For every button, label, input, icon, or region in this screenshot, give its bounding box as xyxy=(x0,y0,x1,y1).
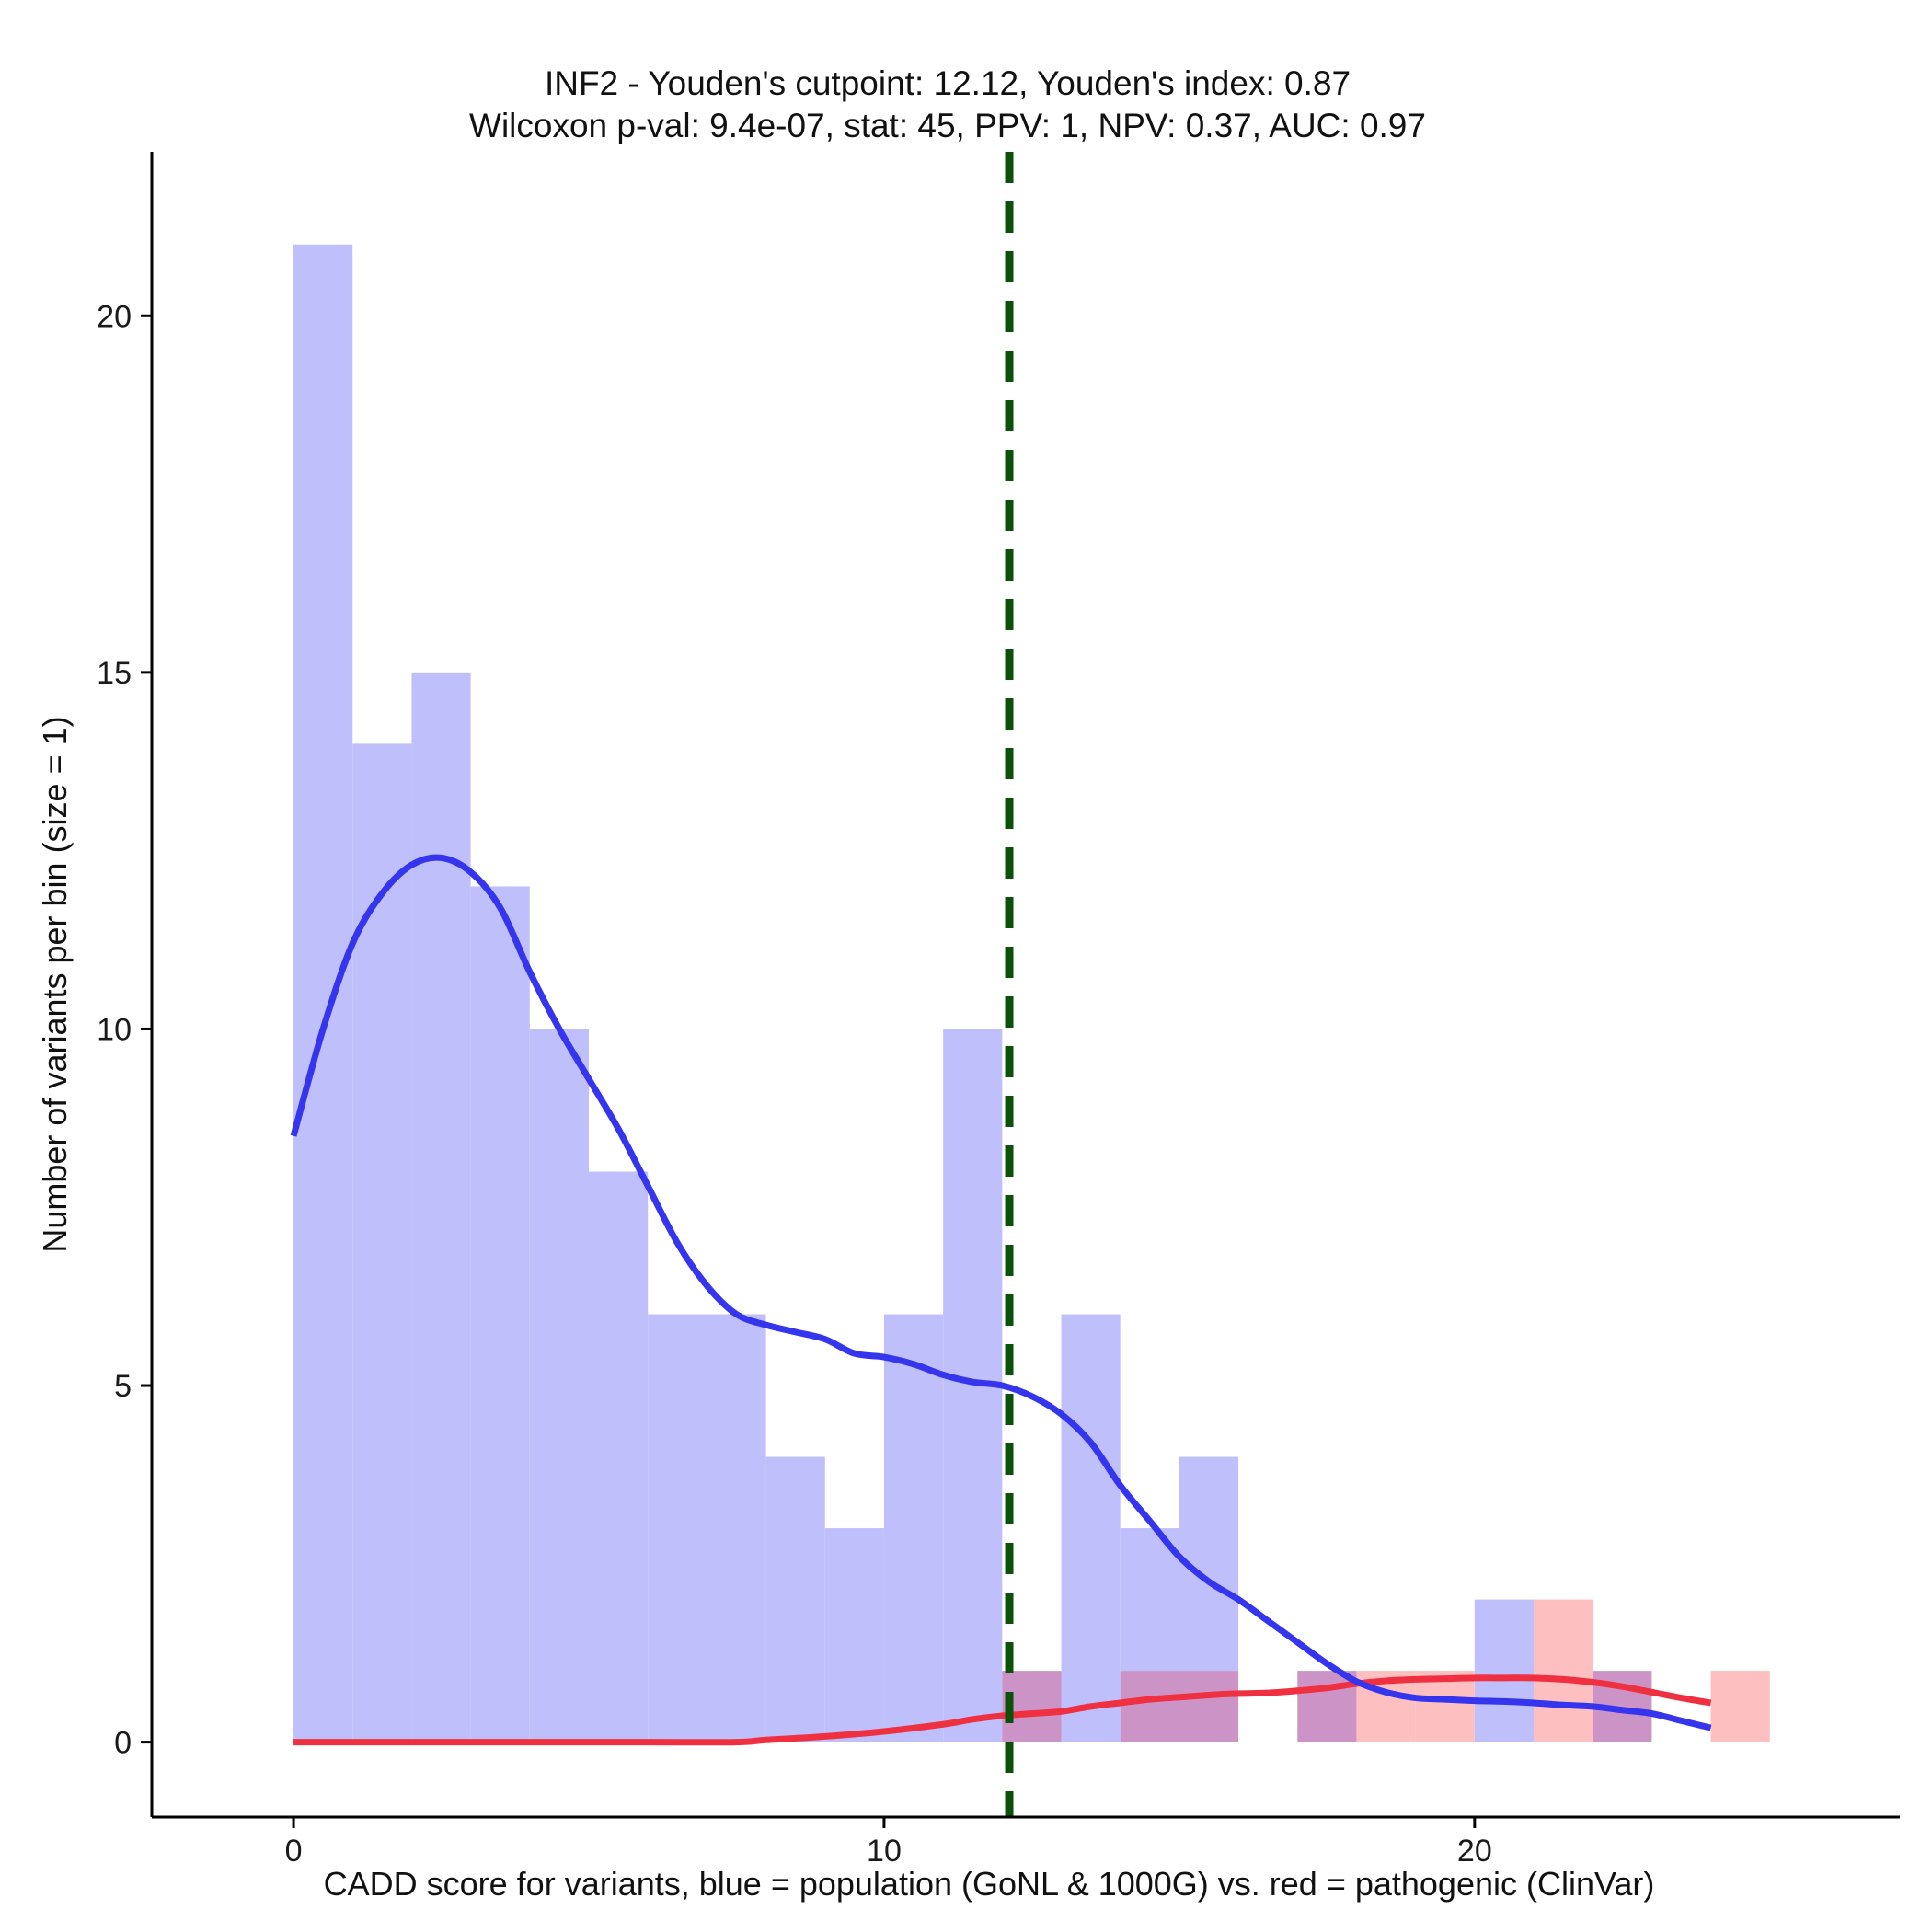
y-tick-label: 0 xyxy=(114,1726,132,1761)
population-bar xyxy=(293,244,353,1742)
population-bars xyxy=(293,244,1535,1742)
population-bar xyxy=(1120,1528,1179,1672)
pathogenic-density-line xyxy=(293,1674,1712,1746)
ticks: 0 10 20 0 5 10 15 20 xyxy=(97,299,1492,1869)
population-bar xyxy=(765,1456,825,1742)
y-tick-label: 20 xyxy=(97,299,132,334)
population-bar xyxy=(883,1314,944,1742)
population-bar xyxy=(470,886,530,1742)
x-axis-label: CADD score for variants, blue = populati… xyxy=(324,1865,1655,1903)
population-bar xyxy=(707,1314,766,1742)
chart-title: INF2 - Youden's cutpoint: 12.12, Youden'… xyxy=(545,64,1351,102)
axes xyxy=(150,152,1900,1819)
density-curves xyxy=(290,854,1712,1746)
overlap-bar xyxy=(1297,1671,1357,1742)
population-bar xyxy=(824,1528,884,1742)
pathogenic-bar xyxy=(1415,1671,1475,1742)
y-axis-label: Number of variants per bin (size = 1) xyxy=(36,716,74,1252)
x-tick-label: 0 xyxy=(285,1834,303,1869)
x-tick-label: 20 xyxy=(1457,1834,1492,1869)
population-bar xyxy=(589,1171,649,1742)
pathogenic-bar xyxy=(1710,1671,1770,1742)
pathogenic-bar xyxy=(1534,1599,1593,1742)
population-bar xyxy=(411,672,471,1742)
y-tick-label: 5 xyxy=(114,1369,132,1404)
overlap-bar xyxy=(1120,1671,1179,1742)
population-bar xyxy=(529,1029,589,1742)
x-tick-label: 10 xyxy=(867,1834,902,1869)
population-bar xyxy=(1061,1314,1121,1742)
population-bar xyxy=(1474,1599,1535,1742)
chart-subtitle: Wilcoxon p-val: 9.4e-07, stat: 45, PPV: … xyxy=(469,107,1426,144)
y-tick-label: 10 xyxy=(97,1012,132,1047)
population-density-line xyxy=(290,854,1712,1731)
population-bar xyxy=(352,743,412,1742)
overlap-bar xyxy=(1179,1671,1239,1742)
y-tick-label: 15 xyxy=(97,656,132,691)
population-bar xyxy=(648,1314,707,1742)
